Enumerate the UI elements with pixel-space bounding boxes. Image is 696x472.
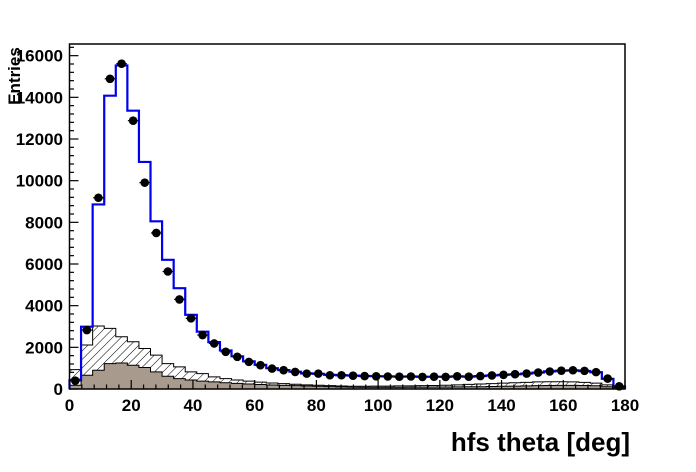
- y-tick-label: 10000: [16, 172, 63, 191]
- data-point-marker: [557, 366, 566, 375]
- data-point-marker: [186, 314, 196, 323]
- data-point-marker: [290, 367, 300, 377]
- data-point-marker: [94, 193, 103, 203]
- y-tick-label: 4000: [25, 297, 63, 316]
- data-point-marker: [279, 365, 288, 375]
- x-tick-label: 160: [549, 396, 577, 415]
- y-tick-label: 0: [54, 380, 63, 399]
- data-point-marker: [233, 352, 242, 362]
- data-point-marker: [175, 295, 184, 304]
- data-point-marker: [198, 330, 207, 340]
- data-point-marker: [371, 371, 381, 381]
- data-point-marker: [510, 369, 520, 379]
- data-point-marker: [406, 372, 416, 381]
- data-point-marker: [429, 372, 439, 382]
- x-tick-label: 80: [307, 396, 326, 415]
- x-tick-label: 120: [426, 396, 454, 415]
- data-point-marker: [545, 367, 555, 376]
- data-point-marker: [580, 366, 589, 376]
- data-point-marker: [70, 376, 80, 385]
- x-tick-label: 180: [611, 396, 639, 415]
- x-axis-title: hfs theta [deg]: [451, 427, 630, 457]
- plot-frame: [68, 43, 626, 390]
- data-point-marker: [441, 372, 450, 382]
- data-point-marker: [568, 365, 578, 375]
- data-point-marker: [591, 367, 601, 377]
- data-point-marker: [522, 369, 531, 378]
- x-tick-label: 100: [364, 396, 392, 415]
- x-tick-label: 20: [122, 396, 141, 415]
- data-point-marker: [476, 371, 485, 381]
- data-point-marker: [302, 369, 312, 378]
- data-point-marker: [325, 370, 335, 380]
- data-point-marker: [464, 372, 474, 382]
- data-point-marker: [614, 381, 624, 391]
- data-point-marker: [267, 364, 277, 373]
- data-point-marker: [140, 178, 150, 187]
- data-point-marker: [383, 372, 393, 381]
- data-point-marker: [603, 374, 612, 383]
- data-point-marker: [82, 325, 92, 335]
- data-point-marker: [499, 370, 508, 380]
- data-point-marker: [314, 369, 323, 378]
- x-tick-label: 140: [487, 396, 515, 415]
- data-point-marker: [151, 228, 161, 238]
- y-tick-label: 14000: [16, 88, 63, 107]
- y-tick-label: 2000: [25, 338, 63, 357]
- data-point-marker: [163, 267, 173, 276]
- data-point-marker: [209, 339, 219, 348]
- x-tick-label: 0: [65, 396, 74, 415]
- data-point-marker: [452, 371, 462, 381]
- y-tick-label: 8000: [25, 213, 63, 232]
- data-point-marker: [418, 372, 427, 382]
- x-tick-label: 60: [245, 396, 264, 415]
- data-point-marker: [221, 347, 231, 357]
- x-tick-label: 40: [183, 396, 202, 415]
- data-point-marker: [128, 116, 138, 125]
- data-point-marker: [337, 370, 346, 380]
- y-tick-label: 6000: [25, 255, 63, 274]
- y-tick-label: 16000: [16, 47, 63, 66]
- data-point-marker: [487, 371, 497, 380]
- y-axis-title: Entries: [5, 47, 24, 105]
- data-point-marker: [244, 357, 254, 367]
- y-tick-label: 12000: [16, 130, 63, 149]
- data-point-marker: [360, 371, 369, 381]
- data-point-marker: [117, 59, 126, 68]
- gray-background-histogram: [69, 362, 626, 390]
- data-point-marker: [105, 74, 115, 84]
- data-point-marker: [348, 371, 358, 380]
- data-point-marker: [395, 372, 404, 382]
- data-point-marker: [533, 368, 543, 377]
- data-point-marker: [256, 360, 265, 370]
- total-mc-histogram-line: [68, 64, 627, 389]
